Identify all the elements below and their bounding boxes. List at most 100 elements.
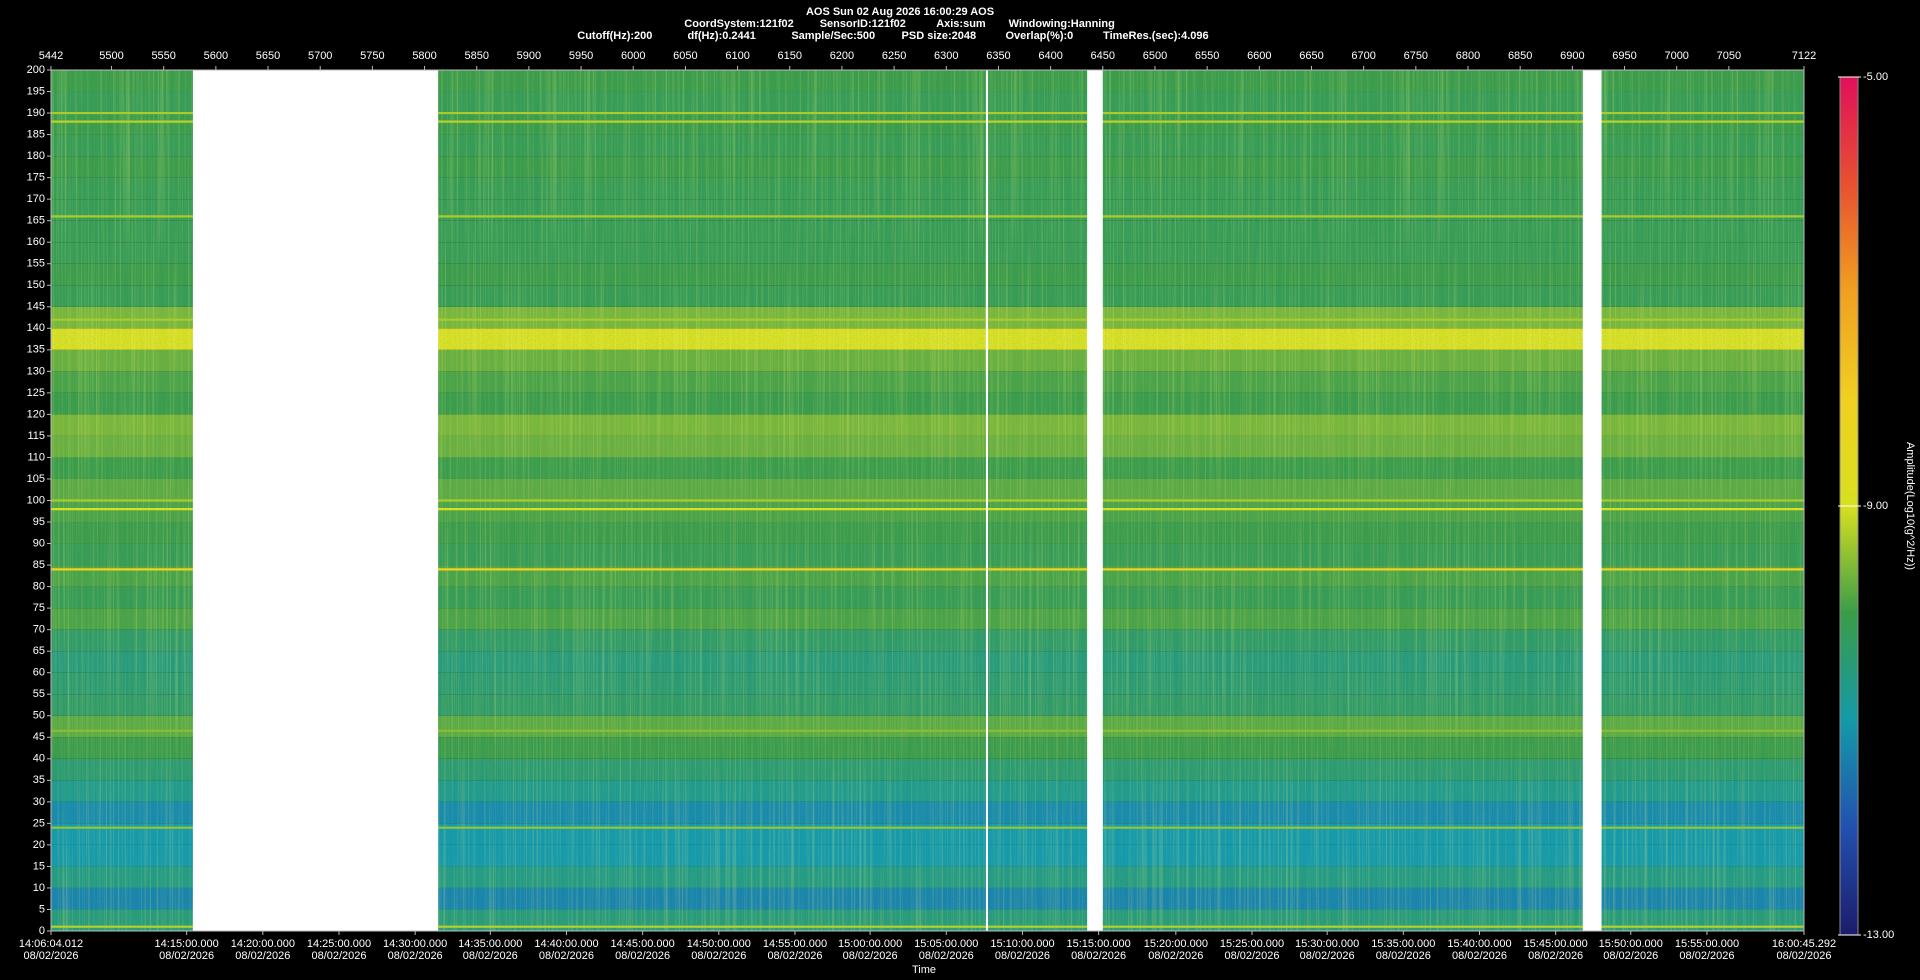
y-tick-label: 5 [39, 903, 45, 915]
x-tick-label: 5850 [464, 50, 488, 62]
time-tick-date: 08/02/2026 [1300, 950, 1355, 962]
x-tick-label: 5442 [39, 50, 63, 62]
time-tick-label: 15:10:00.000 [990, 938, 1054, 950]
y-tick-label: 95 [33, 516, 45, 528]
x-tick-label: 6200 [830, 50, 854, 62]
x-tick-label: 6750 [1404, 50, 1428, 62]
data-gap [985, 70, 989, 931]
y-tick-label: 15 [33, 860, 45, 872]
time-tick-label: 14:35:00.000 [458, 938, 522, 950]
y-tick-label: 150 [27, 279, 45, 291]
time-tick-date: 08/02/2026 [1224, 950, 1279, 962]
y-tick-label: 125 [27, 387, 45, 399]
time-tick-label: 14:15:00.000 [155, 938, 219, 950]
chart-title: AOS Sun 02 Aug 2026 16:00:29 AOS [806, 6, 994, 18]
x-tick-label: 5650 [256, 50, 280, 62]
time-tick-label: 15:20:00.000 [1144, 938, 1208, 950]
y-tick-label: 75 [33, 602, 45, 614]
time-tick-label: 14:50:00.000 [687, 938, 751, 950]
x-tick-label: 6900 [1560, 50, 1584, 62]
data-gap [1087, 70, 1103, 931]
x-tick-label: 6650 [1299, 50, 1323, 62]
y-tick-label: 50 [33, 710, 45, 722]
time-tick-date: 08/02/2026 [1452, 950, 1507, 962]
info-field: CoordSystem:121f02 [684, 18, 793, 30]
y-tick-label: 20 [33, 839, 45, 851]
y-tick-label: 60 [33, 667, 45, 679]
y-tick-label: 100 [27, 494, 45, 506]
x-tick-label: 5700 [308, 50, 332, 62]
time-tick-date: 08/02/2026 [1376, 950, 1431, 962]
time-tick-label: 14:25:00.000 [307, 938, 371, 950]
info-field: Windowing:Hanning [1009, 18, 1115, 30]
time-tick-date: 08/02/2026 [1679, 950, 1734, 962]
x-tick-label: 5500 [99, 50, 123, 62]
x-tick-label: 6150 [778, 50, 802, 62]
time-tick-label: 14:30:00.000 [383, 938, 447, 950]
y-tick-label: 180 [27, 150, 45, 162]
info-field: Sample/Sec:500 [791, 30, 875, 42]
y-tick-label: 185 [27, 128, 45, 140]
y-tick-label: 140 [27, 322, 45, 334]
time-tick-label: 15:55:00.000 [1675, 938, 1739, 950]
colorbar-tick-label: -13.00 [1863, 929, 1894, 941]
y-tick-label: 0 [39, 925, 45, 937]
info-field: TimeRes.(sec):4.096 [1103, 30, 1209, 42]
x-tick-label: 6250 [882, 50, 906, 62]
y-tick-label: 145 [27, 301, 45, 313]
y-tick-label: 45 [33, 731, 45, 743]
time-tick-date: 08/02/2026 [388, 950, 443, 962]
info-field: Cutoff(Hz):200 [577, 30, 652, 42]
y-tick-label: 195 [27, 85, 45, 97]
x-tick-label: 5800 [412, 50, 436, 62]
x-tick-label: 6300 [934, 50, 958, 62]
time-tick-date: 08/02/2026 [1528, 950, 1583, 962]
y-tick-label: 155 [27, 258, 45, 270]
time-tick-label: 14:55:00.000 [763, 938, 827, 950]
time-tick-label: 14:20:00.000 [231, 938, 295, 950]
x-tick-label: 6850 [1508, 50, 1532, 62]
time-tick-date: 08/02/2026 [1776, 950, 1831, 962]
time-tick-label: 15:00:00.000 [838, 938, 902, 950]
x-tick-label: 5750 [360, 50, 384, 62]
time-tick-date: 08/02/2026 [995, 950, 1050, 962]
y-tick-label: 90 [33, 537, 45, 549]
x-tick-label: 6550 [1195, 50, 1219, 62]
colorbar-tick-label: -5.00 [1863, 71, 1888, 83]
time-tick-date: 08/02/2026 [919, 950, 974, 962]
x-tick-label: 6050 [673, 50, 697, 62]
time-tick-date: 08/02/2026 [463, 950, 518, 962]
x-tick-label: 6000 [621, 50, 645, 62]
time-tick-date: 08/02/2026 [691, 950, 746, 962]
info-field: SensorID:121f02 [820, 18, 906, 30]
y-tick-label: 85 [33, 559, 45, 571]
time-tick-label: 15:30:00.000 [1295, 938, 1359, 950]
time-tick-label: 15:05:00.000 [914, 938, 978, 950]
x-tick-label: 5950 [569, 50, 593, 62]
y-tick-label: 120 [27, 408, 45, 420]
y-tick-label: 190 [27, 107, 45, 119]
time-tick-label: 16:00:45.292 [1772, 938, 1836, 950]
y-tick-label: 40 [33, 753, 45, 765]
time-tick-date: 08/02/2026 [23, 950, 78, 962]
x-tick-label: 6350 [986, 50, 1010, 62]
y-tick-label: 25 [33, 817, 45, 829]
y-tick-label: 130 [27, 365, 45, 377]
time-tick-label: 15:25:00.000 [1220, 938, 1284, 950]
time-tick-date: 08/02/2026 [1603, 950, 1658, 962]
time-tick-label: 15:35:00.000 [1371, 938, 1435, 950]
time-tick-date: 08/02/2026 [159, 950, 214, 962]
time-tick-date: 08/02/2026 [615, 950, 670, 962]
y-tick-label: 135 [27, 344, 45, 356]
time-tick-label: 15:45:00.000 [1524, 938, 1588, 950]
y-tick-label: 115 [27, 430, 45, 442]
x-tick-label: 5600 [204, 50, 228, 62]
info-field: PSD size:2048 [902, 30, 977, 42]
time-tick-label: 14:45:00.000 [611, 938, 675, 950]
y-tick-label: 35 [33, 774, 45, 786]
x-tick-label: 5550 [151, 50, 175, 62]
info-field: df(Hz):0.2441 [687, 30, 755, 42]
